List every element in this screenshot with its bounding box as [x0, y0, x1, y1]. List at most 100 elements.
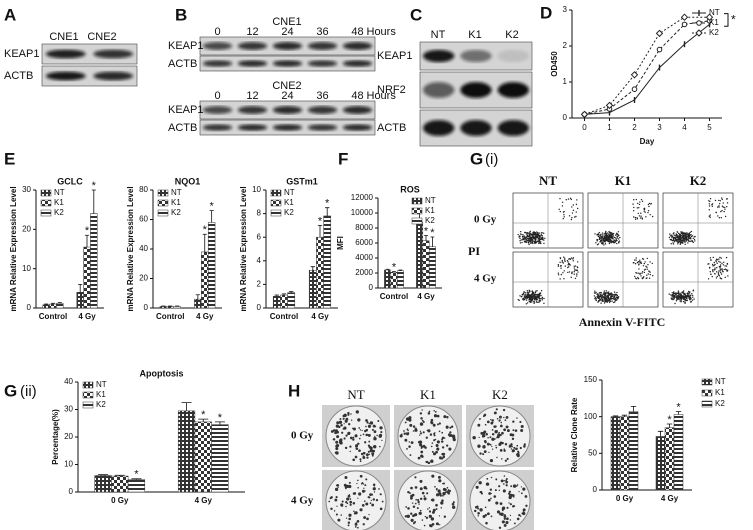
flow-dot [610, 292, 612, 294]
colony [446, 486, 449, 489]
flow-dot [719, 265, 722, 268]
colony [496, 510, 501, 514]
flow-dot [529, 300, 531, 302]
flow-dot [681, 292, 683, 294]
colony [401, 433, 403, 436]
y-tick-label: 40 [64, 377, 73, 386]
flow-dot [694, 240, 696, 242]
flow-dot [533, 293, 536, 295]
flow-dot [644, 211, 646, 213]
flow-dot [596, 240, 598, 242]
legend-label: K1 [284, 198, 294, 207]
colony [335, 424, 339, 428]
flow-dot [612, 294, 615, 296]
column-label: K1 [420, 387, 436, 402]
flow-dot [611, 240, 613, 243]
colony [486, 420, 490, 424]
bar [201, 251, 209, 309]
y-tick-label: 0 [69, 487, 74, 496]
flow-dot [680, 293, 682, 296]
flow-dot [595, 297, 597, 300]
legend-swatch [82, 401, 94, 409]
colony [335, 447, 339, 451]
flow-dot [574, 269, 577, 271]
flow-dot [687, 239, 689, 241]
colony [419, 434, 421, 436]
colony [502, 489, 506, 493]
colony [443, 415, 447, 419]
flow-dot [531, 293, 533, 296]
y-tick-label: 20 [64, 432, 73, 441]
flow-dot [676, 239, 678, 241]
colony [332, 438, 334, 440]
row-label: ACTB [168, 58, 197, 70]
flow-dot [599, 298, 601, 300]
colony [340, 514, 342, 516]
blot-band [237, 60, 268, 67]
colony [437, 523, 440, 526]
flow-dot [569, 197, 572, 200]
error-bar [325, 207, 330, 216]
colony [354, 434, 358, 438]
colony [414, 521, 417, 523]
flow-dot [616, 235, 618, 238]
y-tick-label: 4000 [355, 253, 373, 262]
flow-dot [524, 296, 527, 299]
row-label: KEAP1 [377, 50, 412, 62]
colony [504, 459, 507, 462]
flow-dot [708, 263, 710, 265]
colony [369, 446, 373, 450]
flow-dot [688, 292, 690, 294]
colony [505, 415, 509, 419]
flow-dot [641, 277, 643, 279]
flow-dot [561, 259, 564, 262]
y-tick-label: 10 [252, 185, 261, 194]
colony [352, 502, 356, 505]
colony [506, 429, 510, 433]
legend-label: K1 [425, 206, 435, 215]
flow-dot [541, 297, 544, 299]
colony [478, 481, 482, 485]
flow-dot [719, 200, 722, 202]
flow-dot [718, 265, 721, 268]
flow-dot [672, 296, 674, 299]
flow-dot [533, 231, 535, 233]
colony [379, 426, 383, 430]
colony [353, 510, 355, 513]
colony [491, 437, 495, 441]
flow-dot [725, 256, 728, 259]
colony [334, 429, 338, 433]
flow-dot [615, 238, 617, 241]
flow-dot [595, 291, 597, 294]
colony [404, 421, 407, 424]
colony [506, 457, 509, 461]
colony [503, 523, 507, 527]
bar [42, 304, 50, 309]
blot-band [307, 124, 338, 131]
flow-dot [562, 272, 564, 274]
colony [379, 433, 383, 437]
flow-dot [671, 234, 673, 236]
flow-dot [535, 294, 538, 296]
flow-dot [681, 235, 683, 237]
colony [407, 432, 410, 435]
x-tick-label: 2 [632, 123, 637, 132]
colony [423, 524, 426, 527]
colony [359, 429, 362, 431]
flow-dot [686, 232, 688, 234]
flow-dot [684, 302, 686, 304]
colony [368, 453, 371, 456]
flow-dot [531, 238, 534, 241]
colony [515, 447, 518, 451]
flow-dot [610, 239, 612, 242]
flow-dot [688, 294, 690, 296]
flow-dot [600, 296, 603, 299]
flow-dot [716, 262, 718, 265]
flow-dot [679, 298, 681, 301]
chart-title: ROS [400, 184, 420, 194]
flow-dot [721, 209, 723, 212]
flow-dot [614, 237, 617, 239]
colony [425, 460, 429, 464]
flow-dot [719, 277, 721, 279]
legend-label: K2 [284, 208, 294, 217]
